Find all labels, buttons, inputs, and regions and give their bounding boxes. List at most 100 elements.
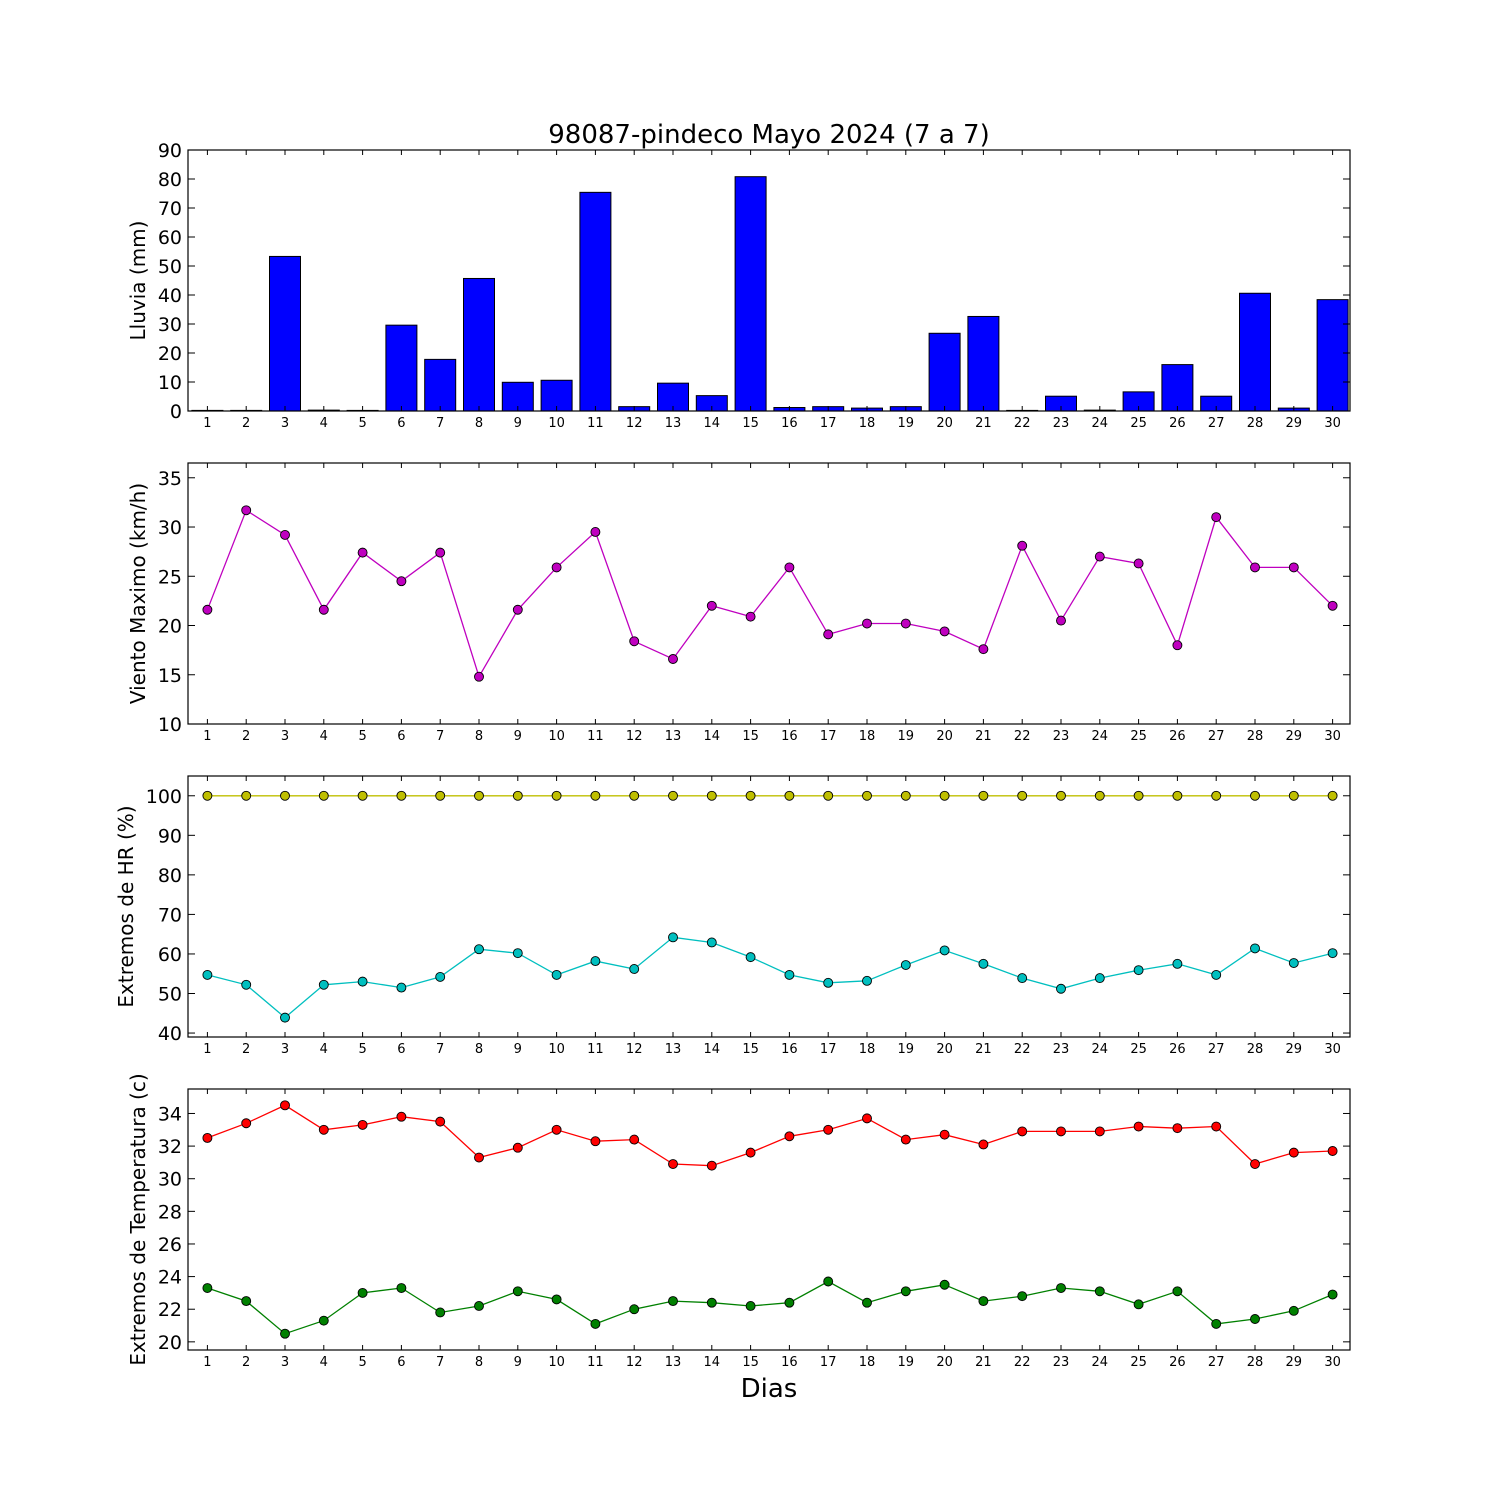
y-tick-label: 22 bbox=[158, 1299, 182, 1321]
x-tick-label: 12 bbox=[626, 1355, 643, 1370]
x-tick-label: 10 bbox=[548, 1355, 565, 1370]
series-0-point-day-26 bbox=[1172, 1123, 1183, 1134]
series-1-point-day-3 bbox=[280, 1328, 290, 1339]
x-tick-label: 1 bbox=[203, 1355, 211, 1370]
series-0-line bbox=[206, 509, 1334, 679]
x-tick-label: 19 bbox=[898, 729, 915, 744]
series-0-point-day-19 bbox=[900, 790, 911, 801]
x-tick-label: 15 bbox=[742, 1355, 759, 1370]
y-tick-label: 28 bbox=[158, 1201, 182, 1223]
x-tick-label: 12 bbox=[626, 416, 643, 431]
series-0-point-day-14 bbox=[706, 1160, 717, 1171]
x-tick-label: 4 bbox=[320, 1042, 328, 1057]
x-tick-label: 2 bbox=[242, 416, 250, 431]
series-0-point-day-24 bbox=[1094, 790, 1105, 801]
x-tick-label: 4 bbox=[320, 729, 328, 744]
series-0-point-day-13 bbox=[668, 1159, 678, 1169]
series-1-point-day-16 bbox=[784, 1297, 795, 1308]
x-tick-label: 6 bbox=[397, 729, 405, 744]
x-tick-label: 25 bbox=[1130, 1042, 1147, 1057]
y-axis-label: Viento Maximo (km/h) bbox=[126, 483, 150, 704]
x-tick-label: 10 bbox=[548, 1042, 565, 1057]
x-tick-label: 2 bbox=[242, 1355, 250, 1370]
series-0-point-day-25 bbox=[1133, 558, 1144, 569]
x-tick-label: 5 bbox=[358, 1355, 366, 1370]
x-tick-label: 30 bbox=[1324, 416, 1341, 431]
series-0-point-day-8 bbox=[474, 790, 484, 801]
x-tick-label: 9 bbox=[514, 1355, 522, 1370]
series-1-point-day-4 bbox=[318, 1315, 329, 1326]
y-tick-label: 30 bbox=[158, 517, 182, 539]
series-0-point-day-22 bbox=[1017, 790, 1028, 801]
x-tick-label: 23 bbox=[1053, 1042, 1070, 1057]
series-1-point-day-23 bbox=[1056, 1283, 1066, 1293]
series-0-point-day-8 bbox=[474, 671, 484, 682]
x-tick-label: 15 bbox=[742, 1042, 759, 1057]
x-tick-label: 24 bbox=[1092, 729, 1109, 744]
series-0-point-day-23 bbox=[1056, 615, 1066, 626]
series-0-point-day-12 bbox=[629, 636, 640, 647]
x-tick-label: 21 bbox=[975, 1042, 992, 1057]
series-1-point-day-3 bbox=[280, 1012, 290, 1023]
series-0-point-day-5 bbox=[357, 1119, 368, 1130]
y-tick-label: 70 bbox=[158, 904, 182, 926]
x-tick-label: 22 bbox=[1014, 729, 1031, 744]
x-tick-label: 23 bbox=[1053, 416, 1070, 431]
y-tick-label: 0 bbox=[170, 401, 182, 423]
y-tick-label: 40 bbox=[158, 285, 182, 307]
rain-bar-day-6 bbox=[385, 324, 418, 412]
series-0-point-day-9 bbox=[512, 790, 523, 801]
x-tick-label: 27 bbox=[1208, 729, 1225, 744]
x-tick-label: 28 bbox=[1247, 416, 1264, 431]
y-tick-label: 80 bbox=[158, 169, 182, 191]
series-0-point-day-15 bbox=[745, 611, 756, 622]
series-0-point-day-13 bbox=[668, 790, 678, 801]
series-1-point-day-2 bbox=[241, 979, 252, 990]
x-tick-label: 8 bbox=[475, 1042, 483, 1057]
series-0-point-day-9 bbox=[512, 604, 523, 615]
y-tick-label: 50 bbox=[158, 984, 182, 1006]
x-tick-label: 19 bbox=[898, 1355, 915, 1370]
x-tick-label: 6 bbox=[397, 416, 405, 431]
x-tick-label: 5 bbox=[358, 729, 366, 744]
series-1-point-day-4 bbox=[318, 979, 329, 990]
series-1-point-day-5 bbox=[357, 976, 368, 987]
series-0-point-day-22 bbox=[1017, 540, 1028, 551]
series-1-point-day-10 bbox=[551, 1294, 562, 1305]
y-tick-label: 32 bbox=[158, 1136, 182, 1158]
series-1-point-day-1 bbox=[202, 1283, 213, 1293]
x-tick-label: 10 bbox=[548, 729, 565, 744]
x-tick-label: 24 bbox=[1092, 1042, 1109, 1057]
y-tick-label: 40 bbox=[158, 1023, 182, 1045]
y-axis-label: Extremos de Temperatura (c) bbox=[126, 1073, 150, 1365]
series-0-point-day-24 bbox=[1094, 551, 1105, 562]
series-0-point-day-10 bbox=[551, 1124, 562, 1135]
series-1-point-day-25 bbox=[1133, 1299, 1144, 1310]
x-tick-label: 20 bbox=[936, 729, 953, 744]
x-tick-label: 4 bbox=[320, 1355, 328, 1370]
series-0-point-day-20 bbox=[939, 626, 950, 637]
series-1-point-day-11 bbox=[590, 956, 601, 967]
x-tick-label: 26 bbox=[1169, 1355, 1186, 1370]
series-0-point-day-6 bbox=[396, 790, 407, 801]
series-1-point-day-19 bbox=[900, 1286, 911, 1297]
x-tick-label: 27 bbox=[1208, 1355, 1225, 1370]
series-0-point-day-19 bbox=[900, 618, 911, 629]
x-tick-label: 9 bbox=[514, 1042, 522, 1057]
series-1-point-day-12 bbox=[629, 964, 640, 974]
y-tick-label: 90 bbox=[158, 825, 182, 847]
x-tick-label: 11 bbox=[587, 416, 604, 431]
series-1-point-day-8 bbox=[474, 1301, 484, 1311]
series-1-point-day-26 bbox=[1172, 958, 1183, 969]
x-tick-label: 18 bbox=[859, 1355, 876, 1370]
series-0-point-day-5 bbox=[357, 790, 368, 801]
y-tick-label: 60 bbox=[158, 227, 182, 249]
series-1-point-day-20 bbox=[939, 945, 950, 956]
series-1-point-day-19 bbox=[900, 960, 911, 970]
x-tick-label: 29 bbox=[1286, 729, 1303, 744]
series-0-point-day-3 bbox=[280, 529, 290, 540]
series-0-point-day-11 bbox=[590, 790, 601, 801]
